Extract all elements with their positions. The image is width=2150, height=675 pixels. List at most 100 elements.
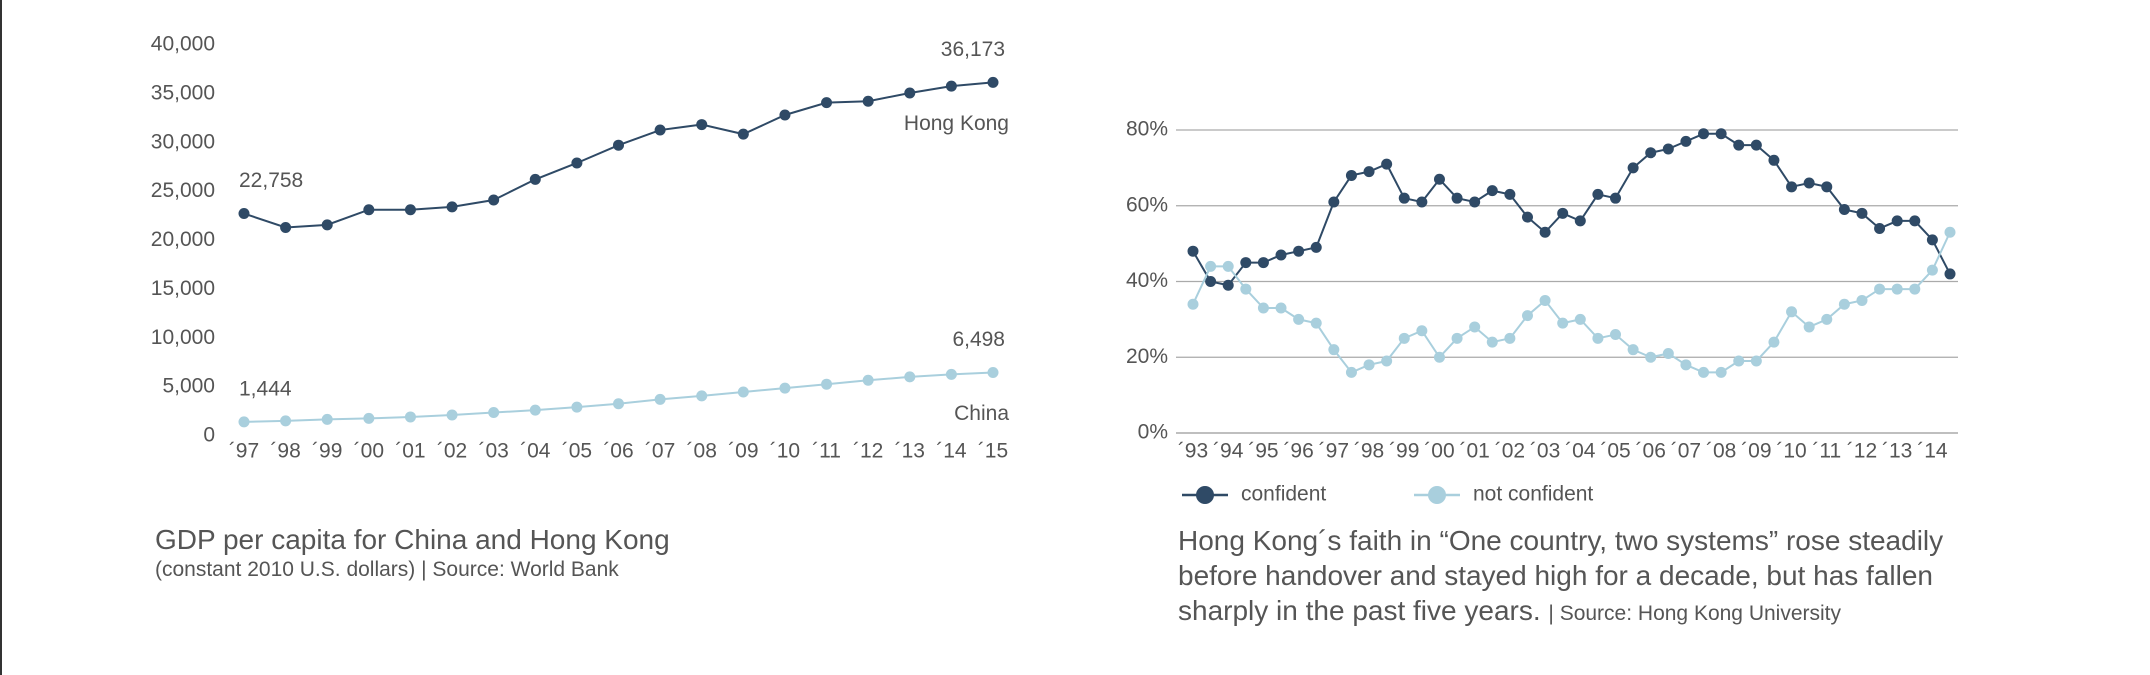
series-line [1192, 132, 1951, 287]
data-point [1363, 359, 1375, 371]
x-tick-label: ´03 [1530, 440, 1560, 463]
y-tick-label: 5,000 [162, 375, 215, 398]
x-tick-label: ´04 [520, 440, 551, 463]
x-tick-label: ´93 [1178, 440, 1208, 463]
data-point [1803, 321, 1815, 333]
x-tick-label: ´94 [1213, 440, 1244, 463]
series-line [1192, 231, 1951, 374]
data-point [1680, 135, 1692, 147]
data-point [779, 109, 791, 121]
data-point [1557, 317, 1569, 329]
data-point [1222, 260, 1234, 272]
data-point [1310, 241, 1322, 253]
data-point [1768, 154, 1780, 166]
data-point [1856, 207, 1868, 219]
data-point [1240, 257, 1252, 269]
y-tick-label: 20% [1126, 345, 1168, 368]
x-tick-label: ´02 [1495, 440, 1525, 463]
value-label: 22,758 [239, 169, 303, 192]
series-label: Hong Kong [904, 112, 1009, 135]
data-point [1821, 181, 1833, 193]
data-point [238, 208, 250, 220]
data-point [1521, 310, 1533, 322]
value-label: 6,498 [952, 328, 1005, 351]
x-tick-label: ´01 [1459, 440, 1489, 463]
x-tick-label: ´97 [229, 440, 259, 463]
data-point [1574, 313, 1586, 325]
x-tick-label: ´97 [1319, 440, 1349, 463]
data-point [1662, 347, 1674, 359]
data-point [654, 124, 666, 136]
data-point [446, 201, 458, 213]
data-point [1275, 302, 1287, 314]
data-point [1856, 294, 1868, 306]
data-point [1187, 298, 1199, 310]
data-point [280, 415, 292, 427]
data-point [1909, 215, 1921, 227]
data-point [529, 404, 541, 416]
data-point [404, 204, 416, 216]
data-point [737, 128, 749, 140]
data-point [529, 173, 541, 185]
data-point [1416, 196, 1428, 208]
x-tick-label: ´05 [1600, 440, 1630, 463]
x-tick-label: ´04 [1565, 440, 1596, 463]
data-point [654, 393, 666, 405]
legend-swatch [1428, 486, 1446, 504]
data-point [363, 204, 375, 216]
data-point [321, 219, 333, 231]
data-point [1698, 128, 1710, 140]
data-point [904, 87, 916, 99]
data-point [821, 378, 833, 390]
x-tick-label: ´00 [1424, 440, 1454, 463]
y-tick-label: 80% [1126, 118, 1168, 141]
data-point [1698, 366, 1710, 378]
value-label: 36,173 [941, 38, 1005, 61]
data-point [1803, 177, 1815, 189]
data-point [1275, 249, 1287, 261]
data-point [238, 416, 250, 428]
series-label: China [954, 402, 1009, 425]
data-point [987, 366, 999, 378]
data-point [1345, 366, 1357, 378]
data-point [904, 371, 916, 383]
data-point [1363, 166, 1375, 178]
data-point [1786, 181, 1798, 193]
x-tick-label: ´03 [478, 440, 508, 463]
y-tick-label: 10,000 [151, 326, 215, 349]
data-point [1381, 355, 1393, 367]
x-tick-label: ´08 [1706, 440, 1736, 463]
data-point [1451, 192, 1463, 204]
data-point [737, 386, 749, 398]
data-point [1293, 313, 1305, 325]
data-point [1786, 306, 1798, 318]
data-point [1416, 325, 1428, 337]
x-tick-label: ´98 [1354, 440, 1384, 463]
data-point [1205, 276, 1217, 287]
data-point [1257, 302, 1269, 314]
y-tick-label: 40,000 [151, 33, 215, 56]
data-point [1662, 143, 1674, 155]
data-point [1891, 215, 1903, 227]
x-tick-label: ´06 [603, 440, 633, 463]
data-point [1891, 283, 1903, 295]
x-tick-label: ´08 [687, 440, 717, 463]
data-point [1926, 264, 1938, 276]
x-tick-label: ´11 [812, 440, 841, 463]
data-point [1821, 313, 1833, 325]
data-point [1838, 298, 1850, 310]
data-point [1433, 173, 1445, 185]
data-point [613, 398, 624, 410]
y-tick-label: 0 [203, 424, 215, 447]
data-point [488, 194, 500, 206]
data-point [1240, 283, 1252, 295]
y-tick-label: 30,000 [151, 130, 215, 153]
data-point [321, 413, 333, 425]
data-point [696, 390, 708, 402]
x-tick-label: ´98 [270, 440, 300, 463]
data-point [1486, 336, 1498, 348]
data-point [1750, 355, 1762, 367]
data-point [1944, 268, 1956, 280]
data-point [1451, 332, 1463, 344]
x-tick-label: ´07 [1671, 440, 1701, 463]
